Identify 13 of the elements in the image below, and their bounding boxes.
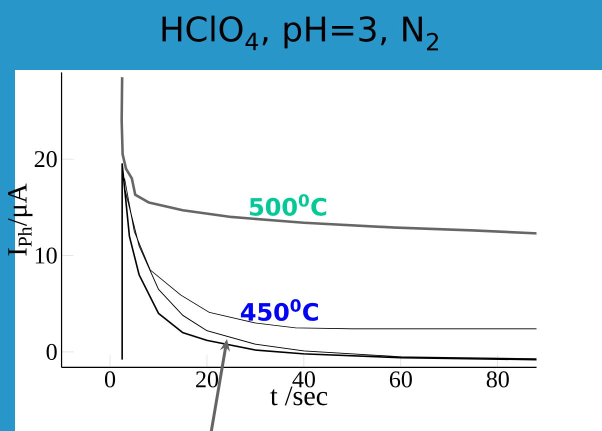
y-tick-label: 10 xyxy=(36,247,57,264)
y-tick-label: 0 xyxy=(46,344,57,360)
x-tick-label: 60 xyxy=(390,371,412,388)
y-axis-title: I$_{Ph}$/μA xyxy=(8,183,32,256)
series-label: 450$^{0}$C xyxy=(240,299,318,321)
x-tick-label: 0 xyxy=(104,371,116,388)
x-tick-label: 80 xyxy=(486,371,509,388)
x-axis-title: t /sec xyxy=(270,386,328,406)
chart-title: HClO$_{4}$, pH=3, N$_{2}$ xyxy=(162,16,438,50)
y-tick-label: 20 xyxy=(34,151,57,168)
x-tick-label: 20 xyxy=(196,371,218,388)
series-label: 500$^{0}$C xyxy=(250,194,326,216)
x-tick-label: 40 xyxy=(292,371,315,388)
